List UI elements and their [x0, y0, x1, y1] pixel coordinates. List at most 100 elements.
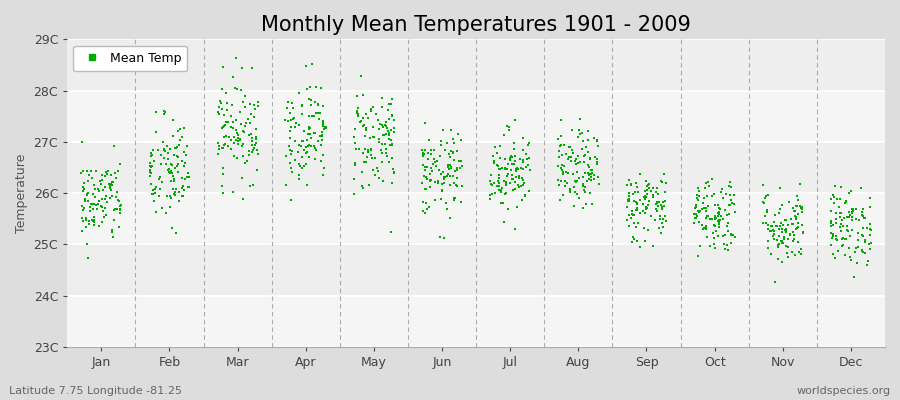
Point	[699, 223, 714, 230]
Point	[107, 205, 122, 212]
Point	[659, 218, 673, 224]
Point	[238, 122, 252, 129]
Point	[688, 220, 702, 226]
Point	[378, 141, 392, 148]
Point	[238, 120, 253, 126]
Point	[792, 181, 806, 187]
Point	[386, 166, 400, 173]
Point	[852, 216, 867, 223]
Point	[620, 203, 634, 210]
Point	[453, 164, 467, 171]
Point	[416, 150, 430, 156]
Point	[387, 169, 401, 175]
Point	[371, 117, 385, 124]
Point	[104, 227, 119, 234]
Point	[637, 210, 652, 216]
Point	[251, 102, 266, 109]
Point	[855, 232, 869, 238]
Point	[348, 140, 363, 146]
Point	[248, 142, 263, 148]
Point	[658, 198, 672, 204]
Point	[759, 220, 773, 226]
Point	[85, 167, 99, 174]
Point	[791, 211, 806, 217]
Point	[508, 226, 522, 232]
Point	[235, 175, 249, 181]
Point	[99, 169, 113, 176]
Point	[75, 139, 89, 145]
Point	[699, 213, 714, 220]
Point	[787, 232, 801, 238]
Point	[515, 174, 529, 181]
Point	[497, 132, 511, 138]
Point	[291, 148, 305, 155]
Point	[858, 239, 872, 246]
Point	[553, 143, 567, 150]
Point	[376, 178, 391, 184]
Point	[426, 160, 440, 167]
Point	[238, 160, 252, 166]
Point	[825, 222, 840, 228]
Point	[248, 106, 262, 112]
Point	[558, 183, 572, 189]
Point	[91, 188, 105, 194]
Point	[287, 138, 302, 144]
Point	[382, 130, 396, 136]
Point	[307, 113, 321, 120]
Point	[787, 208, 801, 214]
Point	[417, 172, 431, 179]
Point	[81, 190, 95, 197]
Point	[521, 188, 535, 194]
Point	[89, 202, 104, 209]
Point	[709, 228, 724, 234]
Point	[164, 161, 178, 167]
Point	[486, 180, 500, 186]
Point	[778, 227, 792, 234]
Point	[842, 209, 857, 216]
Point	[167, 152, 182, 158]
Point	[78, 224, 93, 230]
Point	[314, 142, 328, 149]
Point	[701, 212, 716, 219]
Point	[104, 182, 119, 188]
Point	[234, 120, 248, 127]
Point	[650, 198, 664, 205]
Point	[234, 87, 248, 93]
Point	[572, 175, 586, 181]
Point	[792, 249, 806, 256]
Point	[699, 179, 714, 186]
Point	[767, 219, 781, 225]
Point	[516, 134, 530, 141]
Point	[780, 253, 795, 260]
Point	[588, 176, 602, 182]
Point	[219, 133, 233, 139]
Point	[824, 196, 838, 202]
Point	[824, 223, 838, 229]
Point	[450, 148, 464, 154]
Point	[422, 204, 436, 210]
Point	[506, 176, 520, 182]
Point	[638, 238, 652, 244]
Point	[712, 211, 726, 217]
Point	[864, 227, 878, 233]
Point	[366, 104, 381, 110]
Point	[143, 167, 157, 173]
Point	[829, 236, 843, 243]
Point	[771, 256, 786, 262]
Point	[776, 240, 790, 246]
Point	[315, 129, 329, 136]
Point	[638, 193, 652, 199]
Point	[637, 194, 652, 200]
Point	[439, 200, 454, 206]
Point	[80, 191, 94, 197]
Point	[625, 210, 639, 217]
Point	[351, 105, 365, 111]
Point	[235, 65, 249, 71]
Point	[718, 191, 733, 197]
Point	[726, 192, 741, 198]
Point	[86, 201, 100, 208]
Point	[508, 157, 522, 164]
Point	[650, 208, 664, 214]
Point	[845, 210, 859, 217]
Point	[789, 203, 804, 210]
